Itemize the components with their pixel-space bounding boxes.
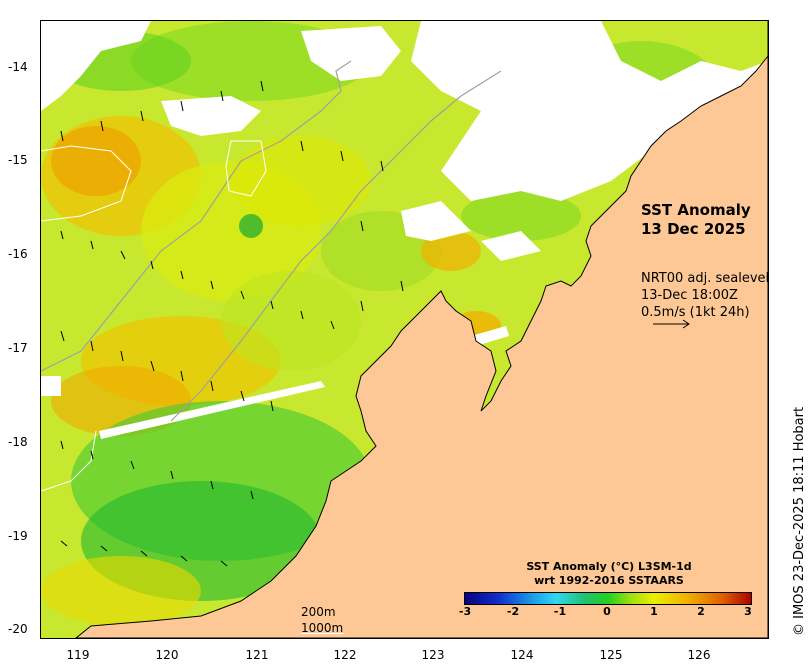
vector-legend: NRT00 adj. sealevel 13-Dec 18:00Z 0.5m/s… — [641, 270, 769, 321]
vector-source: NRT00 adj. sealevel — [641, 271, 770, 286]
y-tick-label: -19 — [8, 529, 28, 543]
colorbar-title-line2: wrt 1992-2016 SSTAARS — [534, 574, 684, 587]
x-tick-label: 120 — [155, 648, 179, 662]
vector-scale-arrow-icon — [653, 319, 690, 329]
deep-contours — [41, 140, 267, 492]
colorbar-tick: -1 — [553, 605, 567, 618]
x-tick-label: 122 — [333, 648, 357, 662]
y-tick-label: -14 — [8, 60, 28, 74]
vector-scale: 0.5m/s (1kt 24h) — [641, 305, 750, 320]
land-mass — [75, 21, 768, 638]
x-tick-label: 124 — [510, 648, 534, 662]
map-frame — [40, 20, 769, 639]
contour-200m-label: 200m — [301, 605, 336, 619]
y-tick-label: -20 — [8, 622, 28, 636]
x-tick-label: 125 — [599, 648, 623, 662]
vector-time: 13-Dec 18:00Z — [641, 288, 738, 303]
colorbar-tick: 1 — [650, 605, 658, 618]
y-tick-label: -18 — [8, 435, 28, 449]
bathymetry-contours — [41, 60, 502, 422]
x-tick-label: 123 — [421, 648, 445, 662]
y-tick-label: -16 — [8, 247, 28, 261]
x-tick-label: 121 — [245, 648, 269, 662]
sst-anomaly-map — [41, 21, 768, 638]
colorbar-title-line1: SST Anomaly (°C) L3SM-1d — [526, 560, 692, 573]
colorbar — [464, 592, 752, 605]
x-tick-label: 126 — [687, 648, 711, 662]
colorbar-tick: 3 — [744, 605, 752, 618]
colorbar-tick: 0 — [603, 605, 611, 618]
y-tick-label: -17 — [8, 341, 28, 355]
colorbar-tick: 2 — [697, 605, 705, 618]
colorbar-tick: -2 — [506, 605, 520, 618]
map-title-line1: SST Anomaly — [641, 201, 751, 219]
colorbar-title: SST Anomaly (°C) L3SM-1d wrt 1992-2016 S… — [464, 560, 754, 588]
y-tick-label: -15 — [8, 153, 28, 167]
contour-1000m-label: 1000m — [301, 621, 344, 635]
no-data-areas — [41, 21, 768, 439]
x-tick-label: 119 — [66, 648, 90, 662]
current-vectors — [60, 80, 404, 567]
credit-text: © IMOS 23-Dec-2025 18:11 Hobart — [792, 406, 807, 636]
map-title-date: 13 Dec 2025 — [641, 220, 746, 238]
colorbar-tick: -3 — [458, 605, 472, 618]
contour-depth-legend: 200m 1000m — [301, 604, 343, 636]
map-title: SST Anomaly 13 Dec 2025 — [641, 201, 751, 239]
